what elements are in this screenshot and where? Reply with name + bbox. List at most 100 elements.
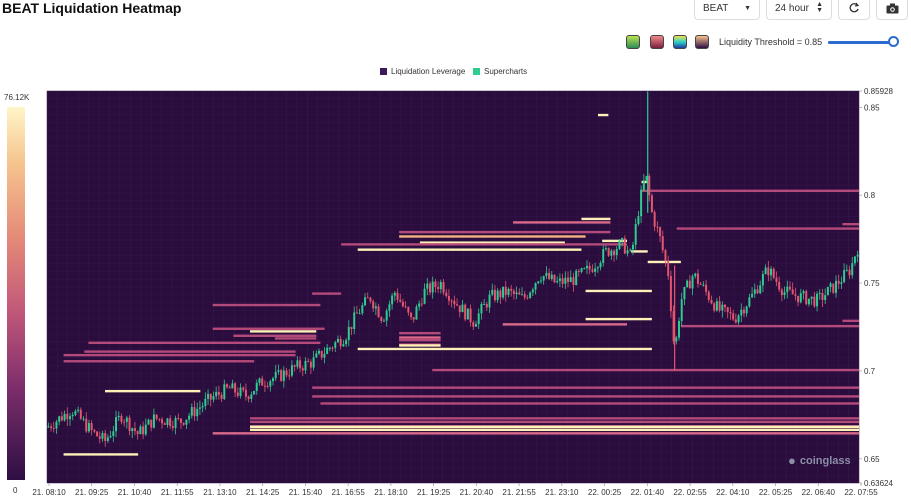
candle-body	[550, 274, 553, 280]
candle-body	[472, 322, 475, 327]
palette-green-button[interactable]	[626, 35, 640, 49]
candle-body	[816, 293, 819, 307]
colorbar-max-label: 76.12K	[4, 93, 30, 102]
x-tick-label: 22. 06:40	[802, 488, 836, 497]
candle-body	[234, 383, 237, 393]
candle-body	[477, 313, 480, 325]
screenshot-button[interactable]	[876, 0, 908, 20]
candle-body	[675, 337, 678, 342]
liquidity-level	[320, 402, 859, 405]
candle-body	[594, 268, 597, 272]
x-tick-label: 21. 15:40	[289, 488, 323, 497]
candle-body	[239, 387, 242, 396]
candle-body	[680, 299, 683, 321]
candle-body	[447, 296, 450, 301]
candle-body	[377, 306, 380, 318]
candle-body	[358, 313, 361, 315]
page-title: BEAT Liquidation Heatmap	[2, 0, 182, 16]
candle-body	[50, 426, 53, 428]
stepper-icon: ▲ ▼	[816, 1, 823, 14]
candle-body	[694, 273, 697, 277]
candle-body	[458, 305, 461, 313]
candle-body	[469, 308, 472, 323]
candle-body	[499, 290, 502, 298]
candle-body	[152, 414, 155, 428]
palette-purple-button[interactable]	[695, 35, 709, 49]
candle-body	[231, 383, 234, 389]
candle-body	[272, 378, 275, 382]
liquidity-level	[842, 222, 859, 226]
palette-rainbow-button[interactable]	[673, 35, 687, 49]
legend-item-leverage[interactable]: Liquidation Leverage	[380, 67, 465, 76]
candle-body	[253, 390, 256, 395]
candle-body	[442, 282, 445, 293]
refresh-button[interactable]	[838, 0, 870, 20]
legend-item-supercharts[interactable]: Supercharts	[473, 67, 527, 76]
chevron-down-icon: ▼	[744, 4, 751, 12]
y-tick-label: 0.85	[864, 103, 880, 112]
candle-body	[353, 312, 356, 330]
candle-body	[74, 411, 77, 415]
candle-body	[223, 384, 226, 399]
candle-body	[407, 307, 410, 313]
x-tick-label: 22. 07:55	[844, 488, 878, 497]
candle-body	[686, 280, 689, 288]
palette-red-button[interactable]	[650, 35, 664, 49]
candle-body	[721, 304, 724, 311]
threshold-slider-track[interactable]	[828, 41, 896, 44]
candle-body	[296, 360, 299, 367]
candle-body	[753, 289, 756, 294]
x-tick-label: 21. 08:10	[32, 488, 66, 497]
candle-body	[664, 250, 667, 261]
y-tick-label: 0.8	[864, 191, 876, 200]
candle-body	[678, 320, 681, 338]
candle-body	[171, 426, 174, 428]
candle-body	[729, 312, 732, 314]
candle-body	[507, 288, 510, 295]
candle-body	[734, 319, 737, 323]
candle-body	[347, 326, 350, 341]
candle-body	[209, 393, 212, 400]
liquidity-level	[63, 353, 296, 357]
x-tick-label: 21. 19:25	[417, 488, 451, 497]
candle-body	[393, 292, 396, 296]
x-tick-label: 21. 16:55	[331, 488, 365, 497]
candle-body	[58, 416, 61, 422]
candle-body	[285, 370, 288, 376]
threshold-slider-knob[interactable]	[888, 36, 899, 47]
liquidity-level	[312, 386, 860, 389]
symbol-select[interactable]: BEAT ▼	[694, 0, 760, 20]
candle-body	[751, 293, 754, 298]
y-tick-label: 0.65	[864, 455, 880, 464]
candle-body	[52, 427, 55, 429]
candle-body	[483, 303, 486, 305]
candle-body	[366, 297, 369, 299]
candle-body	[558, 278, 561, 282]
candle-body	[236, 392, 239, 396]
liquidity-level	[357, 347, 652, 351]
liquidity-level	[676, 227, 859, 230]
candle-body	[312, 357, 315, 368]
candle-body	[71, 414, 74, 417]
candle-body	[645, 176, 648, 181]
candle-body	[150, 419, 153, 428]
liquidity-level	[399, 338, 441, 342]
candle-body	[101, 433, 104, 439]
candle-body	[772, 268, 775, 278]
candle-body	[247, 396, 250, 400]
liquidity-level	[647, 260, 681, 264]
candle-body	[355, 312, 358, 314]
candle-body	[515, 292, 518, 294]
liquidity-level	[419, 241, 565, 244]
candle-body	[856, 254, 859, 257]
candle-body	[737, 315, 740, 323]
range-select[interactable]: 24 hour ▲ ▼	[766, 0, 832, 20]
candle-body	[756, 289, 759, 294]
candle-body	[610, 250, 613, 256]
candle-body	[185, 419, 188, 425]
candle-body	[705, 284, 708, 292]
liquidity-level	[250, 420, 859, 424]
candle-body	[659, 227, 662, 237]
x-tick-label: 21. 14:25	[246, 488, 280, 497]
